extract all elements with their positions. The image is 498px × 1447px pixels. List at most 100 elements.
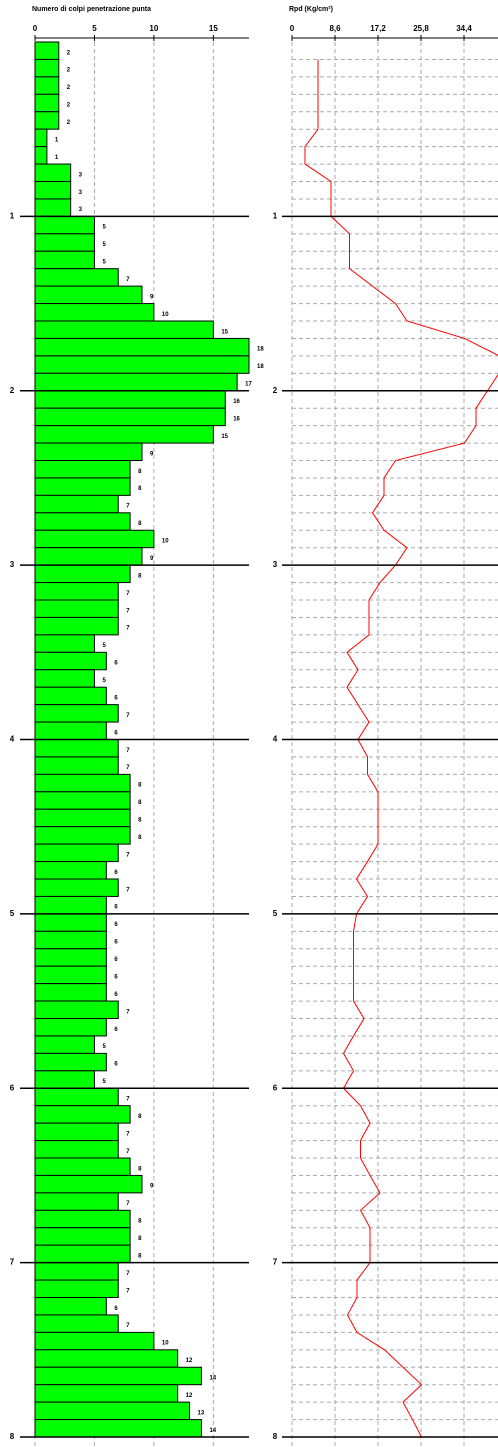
data-label: 5 bbox=[102, 260, 106, 266]
bar bbox=[34, 861, 107, 880]
data-label: 7 bbox=[126, 277, 130, 283]
bar bbox=[34, 1366, 202, 1386]
data-label: 7 bbox=[126, 852, 130, 858]
bar bbox=[34, 913, 107, 932]
x-tick-label: 8,6 bbox=[329, 24, 341, 33]
data-label: 14 bbox=[209, 1376, 216, 1382]
data-label: 7 bbox=[126, 887, 130, 893]
bar bbox=[34, 163, 72, 182]
bar bbox=[34, 773, 131, 793]
y-tick-label: 5 bbox=[10, 909, 15, 918]
rpd-line bbox=[304, 59, 498, 1438]
bar bbox=[34, 1192, 119, 1211]
data-label: 2 bbox=[67, 50, 71, 56]
data-label: 7 bbox=[126, 1288, 130, 1294]
data-label: 14 bbox=[209, 1428, 216, 1434]
data-label: 3 bbox=[79, 172, 83, 178]
y-tick-label: 8 bbox=[10, 1432, 15, 1441]
bar bbox=[34, 460, 131, 479]
data-label: 7 bbox=[126, 1149, 130, 1155]
bar bbox=[34, 146, 48, 165]
bar bbox=[34, 878, 119, 897]
bar bbox=[34, 1087, 119, 1107]
data-label: 7 bbox=[126, 1323, 130, 1329]
x-tick-label: 25,8 bbox=[413, 24, 429, 33]
bar bbox=[34, 686, 107, 706]
bar bbox=[34, 58, 60, 78]
data-label: 9 bbox=[150, 556, 154, 562]
bar bbox=[34, 1384, 179, 1403]
data-label: 9 bbox=[150, 1184, 154, 1190]
data-label: 8 bbox=[138, 835, 142, 841]
bar bbox=[34, 337, 250, 357]
bar bbox=[34, 1262, 119, 1281]
x-tick-label: 34,4 bbox=[456, 24, 472, 33]
data-label: 5 bbox=[102, 242, 106, 248]
bar bbox=[34, 704, 119, 723]
bar bbox=[34, 616, 119, 636]
bar bbox=[34, 111, 60, 130]
data-label: 7 bbox=[126, 1009, 130, 1015]
y-tick-label: 3 bbox=[273, 560, 278, 569]
data-label: 8 bbox=[138, 1114, 142, 1120]
bar bbox=[34, 303, 155, 322]
bar bbox=[34, 215, 95, 235]
data-label: 16 bbox=[233, 416, 240, 422]
bar bbox=[34, 1209, 131, 1229]
data-label: 6 bbox=[114, 661, 118, 667]
data-label: 8 bbox=[138, 783, 142, 789]
bar bbox=[34, 843, 119, 863]
bar bbox=[34, 564, 131, 584]
data-label: 6 bbox=[114, 1062, 118, 1068]
data-label: 2 bbox=[67, 68, 71, 74]
chart-title: Rpd (Kg/cm²) bbox=[289, 6, 333, 13]
data-label: 6 bbox=[114, 1306, 118, 1312]
bar bbox=[34, 721, 107, 740]
bar bbox=[34, 268, 119, 287]
x-tick-label: 0 bbox=[33, 24, 38, 33]
bar bbox=[34, 1279, 119, 1298]
data-label: 18 bbox=[257, 364, 264, 370]
data-label: 5 bbox=[102, 643, 106, 649]
data-label: 7 bbox=[126, 608, 130, 614]
data-label: 10 bbox=[162, 539, 169, 545]
data-label: 1 bbox=[55, 137, 59, 143]
data-label: 6 bbox=[114, 905, 118, 911]
data-label: 10 bbox=[162, 1341, 169, 1347]
bar bbox=[34, 41, 60, 60]
bar bbox=[34, 390, 226, 409]
bar bbox=[34, 425, 214, 444]
bar bbox=[34, 1419, 202, 1438]
y-tick-label: 2 bbox=[273, 386, 278, 395]
bar bbox=[34, 930, 107, 950]
y-tick-label: 8 bbox=[273, 1432, 278, 1441]
data-label: 7 bbox=[126, 1097, 130, 1103]
data-label: 6 bbox=[114, 730, 118, 736]
bar bbox=[34, 895, 107, 915]
y-tick-label: 1 bbox=[273, 211, 278, 220]
data-label: 12 bbox=[186, 1358, 193, 1364]
x-tick-label: 5 bbox=[92, 24, 97, 33]
data-label: 6 bbox=[114, 940, 118, 946]
data-label: 7 bbox=[126, 1271, 130, 1277]
bar bbox=[34, 1314, 119, 1333]
data-label: 8 bbox=[138, 521, 142, 527]
y-tick-label: 2 bbox=[10, 386, 15, 395]
bar bbox=[34, 442, 143, 461]
data-label: 13 bbox=[198, 1410, 205, 1416]
data-label: 8 bbox=[138, 1166, 142, 1172]
bar bbox=[34, 1122, 119, 1142]
y-tick-label: 6 bbox=[273, 1083, 278, 1092]
bar bbox=[34, 1331, 155, 1351]
data-label: 16 bbox=[233, 399, 240, 405]
data-label: 8 bbox=[138, 573, 142, 579]
data-label: 5 bbox=[102, 678, 106, 684]
bar bbox=[34, 512, 131, 531]
data-label: 7 bbox=[126, 748, 130, 754]
y-tick-label: 4 bbox=[273, 735, 278, 744]
y-tick-label: 4 bbox=[10, 735, 15, 744]
data-label: 9 bbox=[150, 451, 154, 457]
data-label: 8 bbox=[138, 818, 142, 824]
data-label: 10 bbox=[162, 312, 169, 318]
data-label: 7 bbox=[126, 591, 130, 597]
